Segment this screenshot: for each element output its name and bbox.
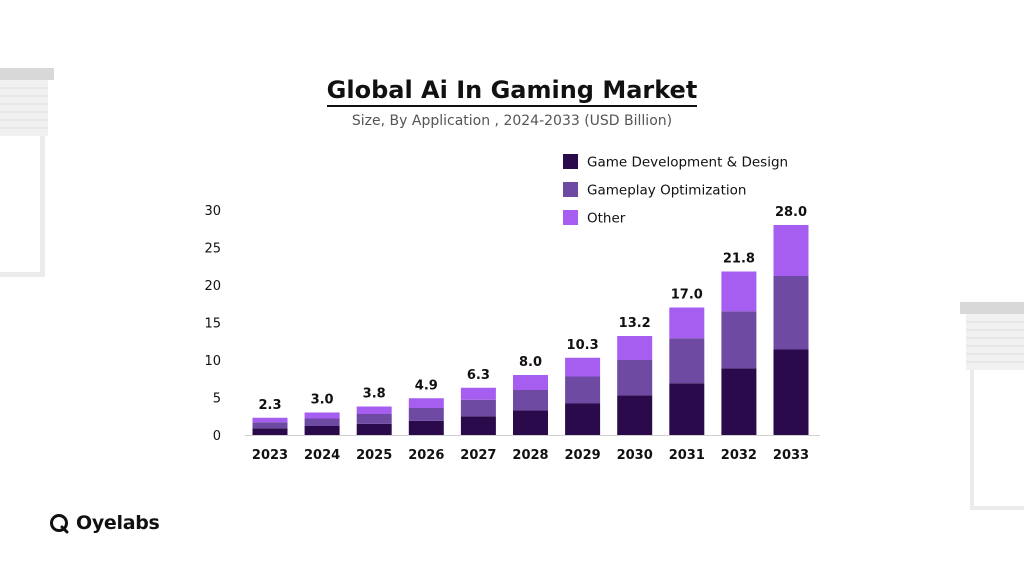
x-tick-label: 2026	[408, 448, 444, 463]
bar-segment	[513, 375, 548, 390]
bar-total-label: 4.9	[415, 378, 438, 393]
bar-segment	[304, 412, 340, 419]
legend-swatch	[563, 182, 578, 197]
bar-segment	[304, 418, 340, 426]
bar-segment	[669, 307, 705, 339]
bar-segment	[408, 408, 444, 421]
bar-segment	[513, 390, 548, 411]
bar-segment	[460, 387, 496, 400]
bar-segment	[356, 406, 392, 414]
bar-segment	[408, 420, 444, 435]
legend-swatch	[563, 154, 578, 169]
right-window-decoration	[960, 302, 1024, 510]
bar-total-label: 10.3	[567, 338, 599, 353]
bar-segment	[773, 276, 809, 350]
y-tick-label: 5	[213, 392, 221, 407]
legend-label: Gameplay Optimization	[587, 183, 746, 199]
bar-segment	[460, 399, 496, 417]
bar-total-label: 6.3	[467, 368, 490, 383]
bar-segment	[721, 368, 757, 435]
x-tick-label: 2024	[304, 448, 340, 463]
bar-segment	[565, 403, 601, 435]
y-tick-label: 30	[204, 204, 221, 219]
bar-total-label: 13.2	[619, 316, 651, 331]
bar-segment	[304, 426, 340, 435]
x-tick-label: 2023	[252, 448, 288, 463]
y-tick-label: 25	[204, 242, 221, 257]
bar-segment	[669, 338, 705, 384]
y-tick-label: 10	[204, 354, 221, 369]
x-tick-label: 2033	[773, 448, 809, 463]
bar-segment	[252, 422, 288, 429]
x-tick-label: 2032	[721, 448, 757, 463]
x-tick-label: 2029	[565, 448, 601, 463]
bar-segment	[617, 360, 653, 396]
bar-total-label: 8.0	[519, 355, 542, 370]
bar-segment	[513, 410, 548, 435]
bar-total-label: 3.8	[363, 387, 386, 402]
chart-subtitle: Size, By Application , 2024-2033 (USD Bi…	[351, 113, 673, 129]
bar-segment	[408, 398, 444, 408]
x-tick-label: 2030	[617, 448, 653, 463]
legend-label: Other	[587, 211, 626, 227]
x-tick-label: 2031	[669, 448, 705, 463]
brand-name: Oyelabs	[76, 512, 160, 534]
chart-title: Global Ai In Gaming Market	[0, 76, 1024, 107]
chart-title-text: Global Ai In Gaming Market	[326, 76, 698, 107]
bar-total-label: 3.0	[311, 393, 334, 408]
bar-segment	[617, 336, 653, 360]
bar-total-label: 21.8	[723, 252, 755, 267]
bar-segment	[356, 423, 392, 435]
bar-total-label: 17.0	[671, 288, 703, 303]
brand-logo: Oyelabs	[48, 512, 160, 534]
y-tick-label: 20	[204, 279, 221, 294]
x-tick-label: 2027	[460, 448, 496, 463]
legend-label: Game Development & Design	[587, 155, 788, 171]
y-tick-label: 0	[213, 429, 221, 444]
bar-segment	[773, 349, 809, 435]
y-tick-label: 15	[204, 317, 221, 332]
bar-total-label: 28.0	[775, 205, 807, 220]
bar-segment	[773, 225, 809, 276]
bar-segment	[617, 395, 653, 435]
bar-segment	[565, 357, 601, 377]
oyelabs-logo-icon	[50, 514, 69, 534]
bar-segment	[356, 414, 392, 424]
bar-segment	[721, 311, 757, 369]
bar-total-label: 2.3	[258, 398, 281, 413]
bar-segment	[565, 376, 601, 404]
bar-segment	[460, 416, 496, 435]
bar-segment	[669, 383, 705, 435]
legend-swatch	[563, 210, 578, 225]
bar-segment	[252, 428, 288, 435]
bar-segment	[252, 417, 288, 423]
left-window-decoration	[0, 68, 54, 277]
x-tick-label: 2025	[356, 448, 392, 463]
bar-segment	[721, 271, 757, 312]
x-tick-label: 2028	[512, 448, 548, 463]
